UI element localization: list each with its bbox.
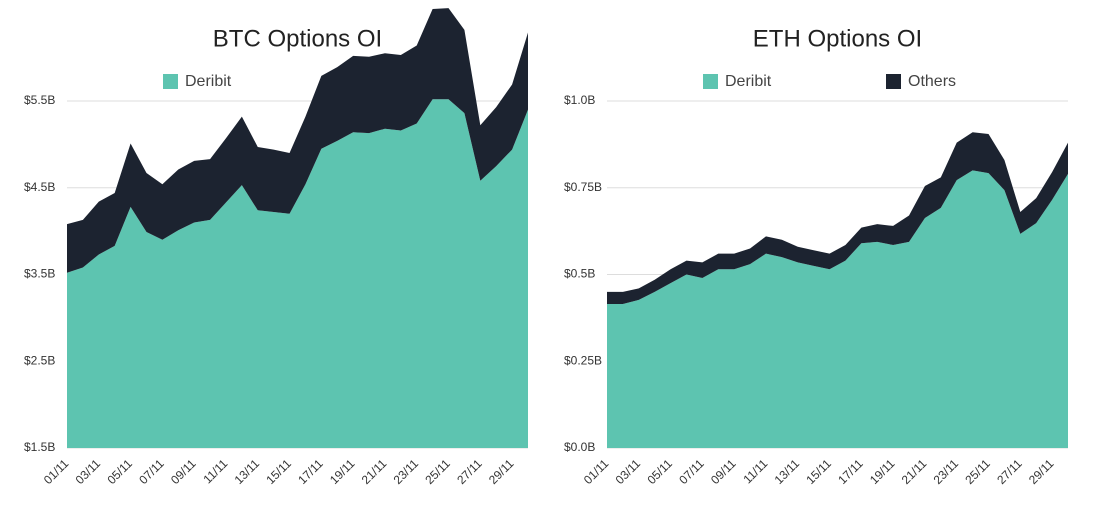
legend-swatch	[703, 74, 718, 89]
x-tick-label: 15/11	[803, 456, 834, 487]
x-tick-label: 15/11	[263, 456, 294, 487]
legend-swatch	[163, 74, 178, 89]
y-tick-label: $0.25B	[564, 353, 602, 367]
x-tick-label: 25/11	[962, 456, 993, 487]
x-tick-label: 29/11	[1026, 456, 1057, 487]
area	[67, 8, 528, 273]
legend-swatch	[886, 74, 901, 89]
area	[67, 99, 528, 448]
y-tick-label: $0.75B	[564, 180, 602, 194]
y-tick-label: $1.5B	[24, 440, 55, 454]
x-tick-label: 13/11	[772, 456, 803, 487]
chart: ETH Options OI Deribit Others $0.0B $0.25B $0…	[564, 25, 1068, 487]
chart-title: ETH Options OI	[753, 25, 922, 52]
y-tick-label: $0.0B	[564, 440, 595, 454]
x-tick-label: 29/11	[486, 456, 517, 487]
legend-label: Deribit	[725, 73, 772, 90]
x-tick-label: 01/11	[581, 456, 612, 487]
x-tick-label: 27/11	[994, 456, 1025, 487]
y-tick-label: $5.5B	[24, 93, 55, 107]
x-tick-label: 19/11	[867, 456, 898, 487]
legend-label: Others	[908, 73, 956, 90]
x-tick-label: 11/11	[740, 456, 770, 486]
y-tick-label: $1.0B	[564, 93, 595, 107]
x-tick-label: 17/11	[295, 456, 326, 487]
x-tick-label: 03/11	[613, 456, 644, 487]
x-tick-label: 09/11	[708, 456, 739, 487]
chart-title: BTC Options OI	[213, 25, 382, 52]
x-tick-label: 23/11	[931, 456, 962, 487]
x-tick-label: 23/11	[391, 456, 422, 487]
y-tick-label: $0.5B	[564, 267, 595, 281]
y-tick-label: $4.5B	[24, 180, 55, 194]
legend-label: Deribit	[185, 73, 232, 90]
x-tick-label: 03/11	[73, 456, 104, 487]
x-tick-label: 07/11	[676, 456, 707, 487]
x-tick-label: 25/11	[422, 456, 453, 487]
x-tick-label: 21/11	[899, 456, 930, 487]
x-tick-label: 09/11	[168, 456, 199, 487]
x-tick-label: 17/11	[835, 456, 866, 487]
x-tick-label: 27/11	[454, 456, 485, 487]
area	[607, 170, 1068, 448]
x-tick-label: 21/11	[359, 456, 390, 487]
x-tick-label: 05/11	[104, 456, 135, 487]
y-tick-label: $2.5B	[24, 353, 55, 367]
area	[607, 132, 1068, 304]
x-tick-label: 11/11	[200, 456, 230, 486]
x-tick-label: 19/11	[327, 456, 358, 487]
x-tick-label: 01/11	[41, 456, 72, 487]
x-tick-label: 13/11	[232, 456, 263, 487]
chart: BTC Options OIDeribitOthers$1.5B$2.5B$3.…	[24, 8, 528, 487]
y-tick-label: $3.5B	[24, 267, 55, 281]
x-tick-label: 07/11	[136, 456, 167, 487]
x-tick-label: 05/11	[644, 456, 675, 487]
